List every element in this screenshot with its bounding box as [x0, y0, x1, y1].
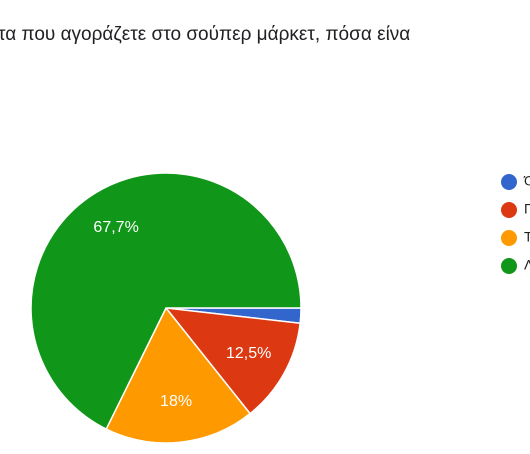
data-label: 67,7% [93, 219, 138, 236]
data-label: 12,5% [226, 345, 271, 362]
data-label: 18% [160, 393, 192, 410]
legend-label: Τ [524, 229, 530, 245]
legend-label: Ό [523, 173, 530, 189]
legend-swatch [501, 230, 517, 246]
legend-label: Π [524, 201, 530, 217]
legend-swatch [501, 258, 517, 274]
pie-slice [105, 306, 252, 444]
legend-swatch [501, 174, 517, 190]
legend-label: Λ [524, 257, 530, 273]
chart-title: τα που αγοράζετε στο σούπερ μάρκετ, πόσα… [0, 24, 410, 45]
pie-slice [164, 307, 301, 415]
pie-slice [30, 172, 302, 431]
legend-swatch [501, 202, 517, 218]
